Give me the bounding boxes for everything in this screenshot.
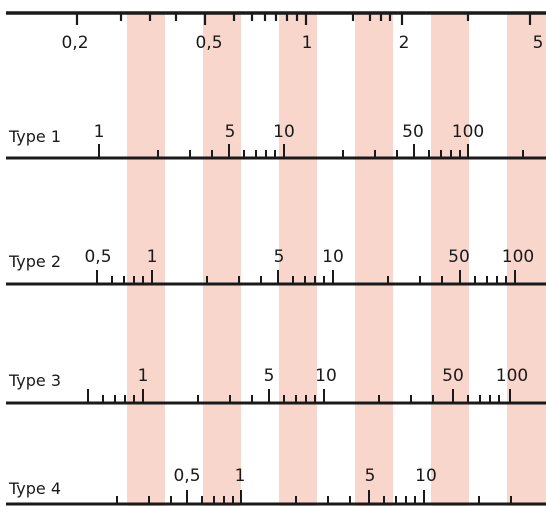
band-4 xyxy=(355,14,393,506)
row-label: 1 xyxy=(138,366,149,386)
row-label: 10 xyxy=(273,122,295,142)
row-label: 5 xyxy=(225,122,236,142)
row-label: 100 xyxy=(502,247,534,267)
top-scale-ticks xyxy=(75,13,532,25)
row-label: 100 xyxy=(452,122,484,142)
row-ticks xyxy=(116,490,512,504)
row-label: 0,5 xyxy=(173,466,200,486)
row-label: 1 xyxy=(147,247,158,267)
band-3 xyxy=(279,14,317,506)
row-name: Type 2 xyxy=(8,252,61,271)
row-label: 5 xyxy=(264,366,275,386)
row-name: Type 4 xyxy=(8,479,61,498)
top-scale-label-3: 1 xyxy=(302,33,313,53)
row-name: Type 3 xyxy=(8,371,61,390)
row-name: Type 1 xyxy=(8,127,61,146)
row-type-1: Type 1 1 5 10 50 100 xyxy=(6,122,546,160)
band-2 xyxy=(203,14,241,506)
row-label: 10 xyxy=(415,466,437,486)
top-scale-label-1: 0,2 xyxy=(61,33,88,53)
row-label: 5 xyxy=(365,466,376,486)
row-type-3: Type 3 1 xyxy=(6,366,546,405)
top-scale-label-4: 2 xyxy=(399,33,410,53)
row-label: 10 xyxy=(315,366,337,386)
row-label: 100 xyxy=(496,366,528,386)
band-1 xyxy=(127,14,165,506)
row-ticks xyxy=(87,389,511,403)
row-label: 1 xyxy=(94,122,105,142)
row-label: 50 xyxy=(402,122,424,142)
band-5 xyxy=(431,14,469,506)
top-scale-label-2: 0,5 xyxy=(195,33,222,53)
row-ticks xyxy=(98,144,524,158)
top-scale-label-5: 5 xyxy=(533,33,544,53)
row-label: 50 xyxy=(442,366,464,386)
row-label: 5 xyxy=(274,247,285,267)
row-ticks xyxy=(96,270,516,284)
row-type-2: Type 2 0,5 xyxy=(6,247,546,286)
band-6 xyxy=(507,14,546,506)
row-type-4: Type 4 0,5 1 5 10 xyxy=(6,466,546,506)
top-scale: 0,2 0,5 1 2 5 xyxy=(6,11,546,53)
shaded-bands xyxy=(127,14,546,506)
row-label: 10 xyxy=(322,247,344,267)
row-label: 50 xyxy=(448,247,470,267)
row-label: 1 xyxy=(235,466,246,486)
row-label: 0,5 xyxy=(84,247,111,267)
